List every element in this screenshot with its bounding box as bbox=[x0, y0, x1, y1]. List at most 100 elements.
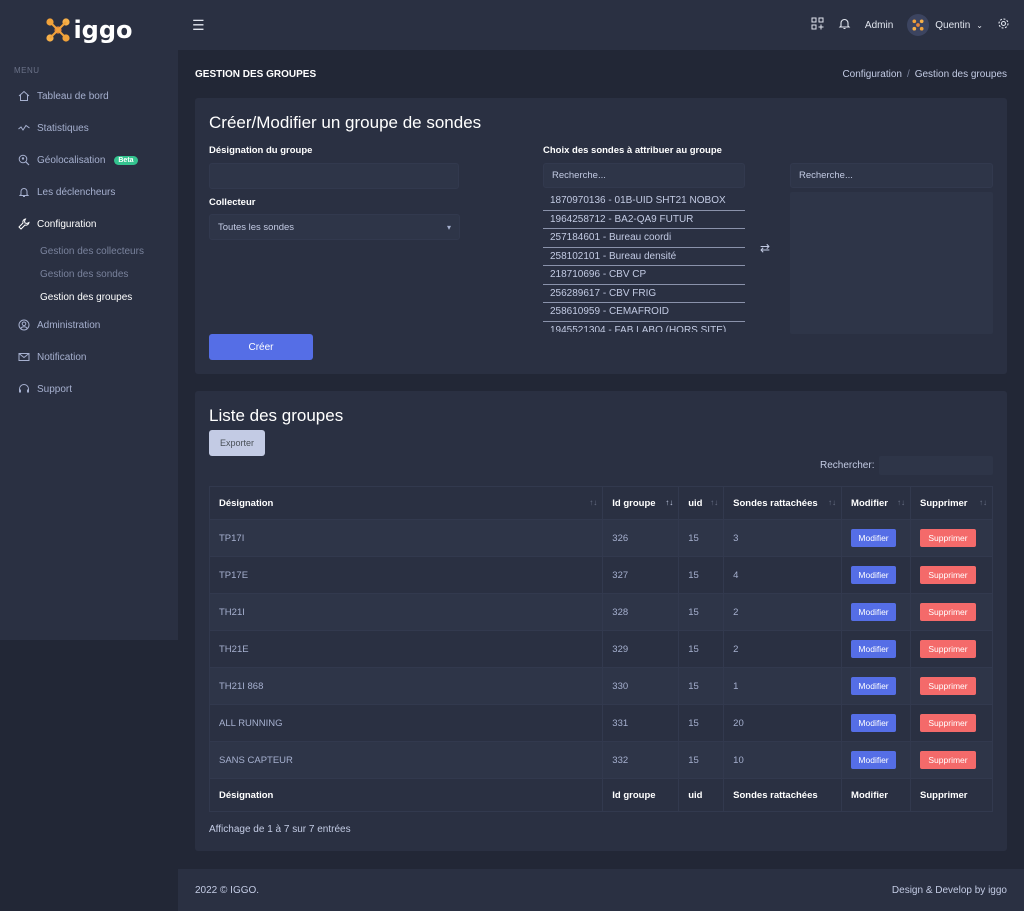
column-header-uid[interactable]: uid ↑↓ bbox=[678, 486, 725, 520]
notification-bell-icon[interactable] bbox=[838, 17, 851, 33]
chart-line-icon bbox=[18, 122, 30, 134]
map-search-icon bbox=[18, 154, 30, 166]
footer-supprimer: Supprimer bbox=[910, 778, 993, 812]
transfer-arrows-icon[interactable]: ⇄ bbox=[760, 241, 771, 255]
column-header-label: Modifier bbox=[851, 497, 888, 509]
brand-logo[interactable]: iggo bbox=[0, 0, 178, 60]
probe-item[interactable]: 1964258712 - BA2-QA9 FUTUR bbox=[543, 211, 745, 229]
sidebar-item-label: Notification bbox=[37, 351, 87, 363]
sidebar-item-configuration[interactable]: Configuration bbox=[0, 208, 178, 240]
page-header: GESTION DES GROUPES Configuration / Gestio… bbox=[195, 66, 1007, 82]
cell-modify: Modifier bbox=[841, 667, 911, 705]
sort-icon: ↑↓ bbox=[828, 497, 837, 507]
probe-item[interactable]: 1870970136 - 01B-UID SHT21 NOBOX bbox=[543, 192, 745, 211]
probes-search-left[interactable]: Recherche... bbox=[543, 163, 745, 188]
avatar bbox=[907, 14, 930, 36]
submenu-item-collectors[interactable]: Gestion des collecteurs bbox=[40, 246, 144, 257]
footer-credits: Design & Develop by iggo bbox=[891, 884, 1007, 896]
probe-item[interactable]: 256289617 - CBV FRIG bbox=[543, 285, 745, 303]
delete-button[interactable]: Supprimer bbox=[920, 751, 976, 769]
delete-button[interactable]: Supprimer bbox=[920, 640, 976, 658]
footer-uid: uid bbox=[678, 778, 725, 812]
table-info: Affichage de 1 à 7 sur 7 entrées bbox=[209, 824, 351, 835]
delete-button[interactable]: Supprimer bbox=[920, 714, 976, 732]
column-header-id[interactable]: Id groupe ↑↓ bbox=[602, 486, 680, 520]
cell-sondes: 4 bbox=[723, 556, 843, 594]
designation-input[interactable] bbox=[209, 163, 459, 189]
probe-item[interactable]: 218710696 - CBV CP bbox=[543, 266, 745, 285]
column-header-label: uid bbox=[688, 497, 703, 509]
cell-designation: TH21I 868 bbox=[208, 667, 604, 705]
breadcrumb-current: Gestion des groupes bbox=[914, 68, 1007, 80]
modify-button[interactable]: Modifier bbox=[851, 529, 897, 547]
modify-button[interactable]: Modifier bbox=[851, 677, 897, 695]
sort-asc-icon: ↑↓ bbox=[665, 497, 674, 507]
sidebar-item-triggers[interactable]: Les déclencheurs bbox=[0, 176, 178, 208]
probe-item[interactable]: 258610959 - CEMAFROID bbox=[543, 303, 745, 322]
gear-icon[interactable] bbox=[997, 17, 1010, 33]
breadcrumb-link-configuration[interactable]: Configuration bbox=[842, 68, 902, 80]
menu-title: MENU bbox=[14, 66, 40, 75]
probes-search-right[interactable]: Recherche... bbox=[790, 163, 993, 188]
sidebar-item-label: Géolocalisation bbox=[37, 154, 106, 166]
delete-button[interactable]: Supprimer bbox=[920, 529, 976, 547]
hamburger-menu-icon[interactable]: ☰ bbox=[192, 16, 205, 33]
cell-sondes: 2 bbox=[723, 593, 843, 631]
probe-item[interactable]: 258102101 - Bureau densité bbox=[543, 248, 745, 266]
cell-modify: Modifier bbox=[841, 519, 911, 557]
export-button[interactable]: Exporter bbox=[209, 430, 265, 456]
wrench-icon bbox=[18, 218, 30, 230]
bell-icon bbox=[18, 186, 30, 198]
admin-link[interactable]: Admin bbox=[864, 19, 894, 31]
probe-item[interactable]: 1945521304 - FAB LABO (HORS SITE) bbox=[543, 322, 745, 332]
modify-button[interactable]: Modifier bbox=[851, 751, 897, 769]
groups-table: Désignation ↑↓ Id groupe ↑↓ uid ↑↓ Sondes r… bbox=[208, 486, 993, 812]
breadcrumb: Configuration / Gestion des groupes bbox=[842, 69, 1007, 80]
selected-probes-list[interactable] bbox=[790, 192, 993, 334]
column-header-label: Sondes rattachées bbox=[733, 497, 818, 509]
table-row: TH21E 329 15 2 Modifier Supprimer bbox=[208, 630, 993, 668]
submenu-item-groups[interactable]: Gestion des groupes bbox=[40, 292, 133, 303]
column-header-modifier[interactable]: Modifier ↑↓ bbox=[841, 486, 911, 520]
probe-item[interactable]: 257184601 - Bureau coordi bbox=[543, 229, 745, 248]
table-search-input[interactable] bbox=[879, 456, 993, 475]
sidebar-item-label: Support bbox=[37, 383, 73, 395]
available-probes-list[interactable]: 1870970136 - 01B-UID SHT21 NOBOX 1964258… bbox=[543, 192, 745, 332]
sidebar-item-geolocation[interactable]: Géolocalisation Beta bbox=[0, 144, 178, 176]
table-row: SANS CAPTEUR 332 15 10 Modifier Supprime… bbox=[208, 741, 993, 779]
cell-designation: TP17E bbox=[208, 556, 604, 594]
collector-select[interactable]: Toutes les sondes ▾ bbox=[209, 214, 460, 240]
sidebar-item-administration[interactable]: Administration bbox=[0, 309, 178, 341]
sidebar-item-notification[interactable]: Notification bbox=[0, 341, 178, 373]
cell-modify: Modifier bbox=[841, 556, 911, 594]
cell-sondes: 3 bbox=[723, 519, 843, 557]
create-button[interactable]: Créer bbox=[209, 334, 313, 360]
submenu-item-probes[interactable]: Gestion des sondes bbox=[40, 269, 129, 280]
sidebar-item-support[interactable]: Support bbox=[0, 373, 178, 405]
breadcrumb-separator: / bbox=[906, 68, 910, 80]
table-row: TP17E 327 15 4 Modifier Supprimer bbox=[208, 556, 993, 594]
form-title: Créer/Modifier un groupe de sondes bbox=[209, 113, 482, 132]
modify-button[interactable]: Modifier bbox=[851, 640, 897, 658]
modify-button[interactable]: Modifier bbox=[851, 603, 897, 621]
column-header-sondes[interactable]: Sondes rattachées ↑↓ bbox=[723, 486, 843, 520]
column-header-supprimer[interactable]: Supprimer ↑↓ bbox=[910, 486, 993, 520]
apps-grid-icon[interactable] bbox=[811, 17, 824, 33]
column-header-designation[interactable]: Désignation ↑↓ bbox=[208, 486, 604, 520]
cell-uid: 15 bbox=[678, 741, 725, 779]
delete-button[interactable]: Supprimer bbox=[920, 566, 976, 584]
sidebar-item-label: Statistiques bbox=[37, 122, 89, 134]
footer: 2022 © IGGO. Design & Develop by iggo bbox=[178, 869, 1024, 911]
user-dropdown[interactable]: Quentin ⌄ bbox=[907, 14, 983, 36]
user-name: Quentin bbox=[935, 19, 971, 31]
sort-icon: ↑↓ bbox=[979, 497, 987, 507]
delete-button[interactable]: Supprimer bbox=[920, 677, 976, 695]
cell-id: 332 bbox=[602, 741, 680, 779]
modify-button[interactable]: Modifier bbox=[851, 714, 897, 732]
delete-button[interactable]: Supprimer bbox=[920, 603, 976, 621]
sidebar-item-statistics[interactable]: Statistiques bbox=[0, 112, 178, 144]
modify-button[interactable]: Modifier bbox=[851, 566, 897, 584]
group-form-card: Créer/Modifier un groupe de sondes Désig… bbox=[195, 98, 1007, 374]
cell-sondes: 2 bbox=[723, 630, 843, 668]
sidebar-item-dashboard[interactable]: Tableau de bord bbox=[0, 80, 178, 112]
